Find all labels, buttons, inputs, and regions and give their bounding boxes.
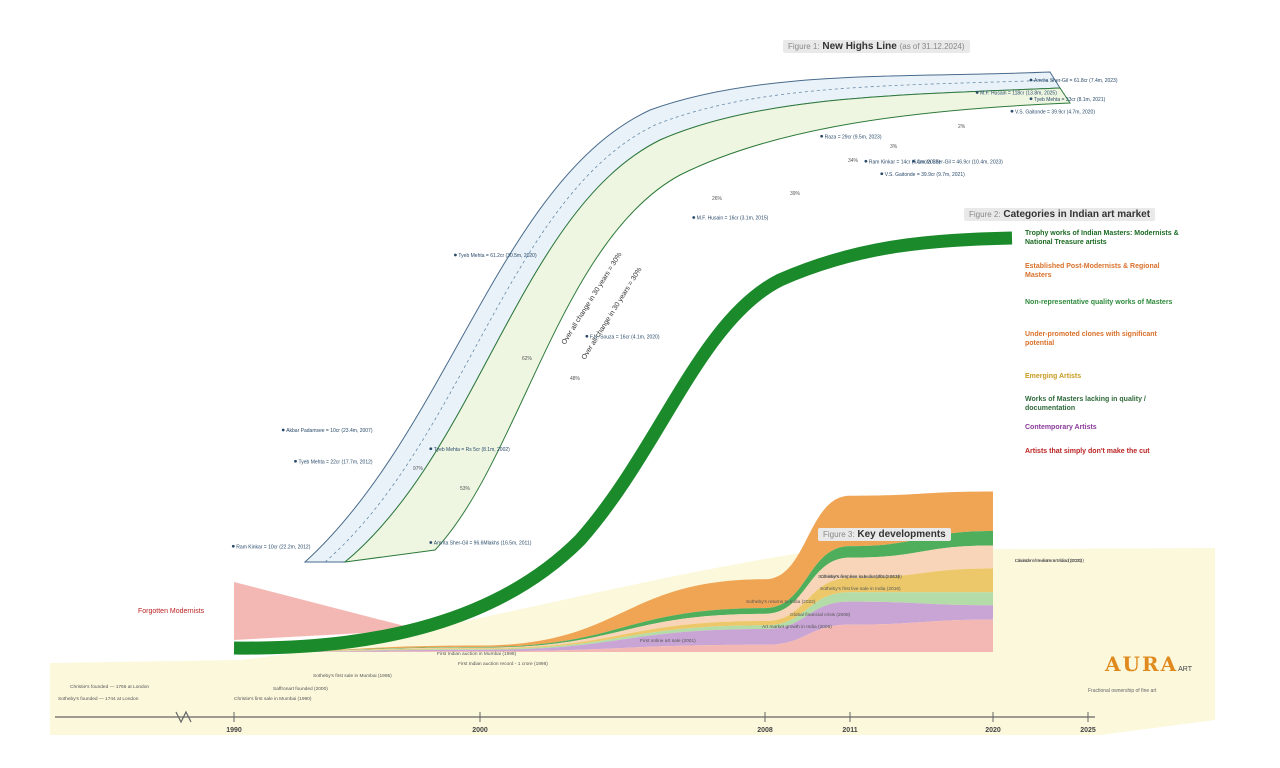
- category-label: Established Post-Modernists & Regional M…: [1025, 263, 1160, 279]
- new-high-point: [692, 216, 696, 219]
- key-development-event: First Indian auction in Mumbai (1998): [437, 651, 517, 657]
- new-high-point: [585, 334, 589, 338]
- category-label: Artists that simply don't make the cut: [1025, 448, 1150, 455]
- percent-label: 53%: [460, 486, 471, 492]
- band-label-lower: Over all change in 30 years = 30%: [581, 266, 644, 361]
- axis-tick-label: 2000: [472, 727, 488, 734]
- axis-ticks: 1990 2000 2008 2011 2020 2025: [226, 712, 1096, 734]
- key-development-event: First Indian auction record - 1 crore (1…: [458, 661, 548, 667]
- key-development-event: Global financial crisis (2008): [790, 612, 851, 618]
- new-high-label: Raza = 29cr (9.5m, 2023): [825, 134, 882, 140]
- key-development-event: Sotheby's founded — 1744 at London: [58, 696, 139, 702]
- new-high-point: [912, 159, 915, 163]
- percent-labels: 97% 53% 62% 48% 26% 39% 34% 3% 2%: [413, 124, 966, 492]
- categories-stacked-area: [234, 491, 993, 652]
- new-high-point: [864, 159, 868, 163]
- new-high-label: Tyeb Mehta = 33cr (8.1m, 2021): [1034, 97, 1106, 103]
- new-high-point: [1029, 78, 1033, 82]
- figure3-title: Figure 3: Key developments: [818, 528, 951, 541]
- category-label: Trophy works of Indian Masters: Modernis…: [1025, 230, 1179, 246]
- category-label: Contemporary Artists: [1025, 424, 1097, 431]
- category-band: [234, 601, 993, 652]
- new-high-label: Amrita Sher-Gil = 96.6Mlakhs (16.5m, 201…: [434, 541, 532, 547]
- key-development-event: Christie's founded — 1766 at London: [70, 684, 149, 690]
- category-band: [234, 545, 993, 652]
- new-high-label: Tyeb Mehta = 61.2cr (30.5m, 2020): [458, 253, 537, 259]
- new-high-label: Amrita Sher-Gil = 61.8cr (7.4m, 2023): [1034, 78, 1118, 84]
- new-highs-middle-line: [324, 79, 1056, 563]
- percent-label: 48%: [570, 376, 581, 382]
- key-development-event: Sotheby's returns to India (2022): [746, 599, 816, 605]
- key-development-event: Sotheby's first live sale in India (2016…: [820, 586, 901, 592]
- axis-break-icon: [175, 710, 192, 724]
- key-development-event: Launch of India's art fund (2022): [1015, 558, 1084, 564]
- new-high-label: Tyeb Mehta = 22cr (17.7m, 2012): [299, 459, 373, 465]
- new-high-label: Tyeb Mehta = Rs 5cr (8.1m, 2002): [434, 447, 510, 453]
- new-high-point: [975, 91, 979, 94]
- category-label: Emerging Artists: [1025, 373, 1082, 380]
- new-high-point: [454, 253, 457, 257]
- category-band: [234, 619, 993, 652]
- percent-label: 2%: [958, 124, 966, 130]
- new-high-label: Amrita Sher-Gil = 46.9cr (10.4m, 2023): [917, 159, 1004, 165]
- new-high-label: V.S. Gaitonde = 39.9cr (4.7m, 2020): [1015, 109, 1095, 115]
- logo-tagline: Fractional ownership of fine art: [1088, 688, 1157, 694]
- figure2-title: Figure 2: Categories in Indian art marke…: [964, 208, 1156, 221]
- new-high-point: [231, 544, 235, 548]
- key-development-event: Christie's re-enters India (2020): [1015, 558, 1082, 564]
- percent-label: 34%: [848, 158, 859, 164]
- percent-label: 39%: [790, 191, 801, 197]
- new-high-point: [820, 134, 824, 138]
- percent-label: 3%: [890, 144, 898, 150]
- new-high-point: [880, 172, 884, 176]
- key-developments-events: Christie's founded — 1766 at London Sothe…: [58, 558, 1084, 702]
- category-label: Works of Masters lacking in quality / do…: [1025, 396, 1146, 412]
- new-high-point: [1010, 109, 1014, 113]
- category-label: Under-promoted clones with significant p…: [1025, 331, 1157, 347]
- axis-tick-label: 2011: [842, 727, 857, 734]
- axis-tick-label: 2025: [1080, 727, 1096, 734]
- new-high-label: Akbar Padamsee = 10cr (23.4m, 2007): [286, 428, 373, 434]
- new-high-label: M.F. Husain = 16cr (3.1m, 2015): [697, 216, 769, 222]
- key-development-event: Sotheby's reopens in India (2016-2019): [818, 574, 902, 580]
- category-band: [234, 592, 993, 652]
- aura-art-logo: AURAART: [1105, 652, 1192, 676]
- category-band: [234, 491, 993, 652]
- key-development-event: First online art sale (2001): [640, 638, 696, 644]
- new-high-point: [281, 428, 285, 432]
- axis-tick-label: 1990: [226, 727, 242, 734]
- axis-tick-label: 2008: [757, 727, 773, 734]
- percent-label: 26%: [712, 196, 723, 202]
- key-development-event: Saffronart founded (2000): [273, 686, 328, 692]
- new-highs-lower-band: [343, 87, 1071, 563]
- new-high-label: Ram Kinkar = 10cr (22.2m, 2012): [236, 544, 310, 550]
- new-high-point: [294, 459, 297, 463]
- trophy-works-curve: [233, 231, 1013, 655]
- percent-label: 62%: [522, 356, 533, 362]
- category-band: [234, 568, 993, 652]
- axis-tick-label: 2020: [985, 727, 1001, 734]
- key-development-event: Sotheby's first sale in Mumbai (1995): [313, 673, 392, 679]
- new-high-point: [429, 447, 433, 451]
- category-label: Non-representative quality works of Mast…: [1025, 299, 1173, 306]
- percent-label: 97%: [413, 466, 424, 472]
- new-high-point: [1029, 97, 1033, 101]
- forgotten-modernists-area: [234, 582, 420, 640]
- key-development-event: Art market growth in India (2005): [762, 624, 832, 630]
- new-high-label: V.S. Gaitonde = 39.9cr (9.7m, 2021): [885, 172, 965, 178]
- key-development-event: Christie's first sale in Mumbai (1990): [234, 696, 312, 702]
- key-development-event: Christie's first live sale in India (201…: [820, 574, 900, 580]
- forgotten-modernists-label: Forgotten Modernists: [138, 608, 205, 615]
- figure1-title: Figure 1: New Highs Line (as of 31.12.20…: [783, 40, 970, 53]
- new-high-point: [429, 541, 433, 544]
- new-highs-point-labels: Ram Kinkar = 10cr (22.2m, 2012) Akbar Pad…: [231, 78, 1118, 550]
- new-high-label: M.F. Husain = 118cr (13.8m, 2025): [980, 91, 1057, 97]
- new-high-label: Ram Kinkar = 14cr (6.1m, 2023): [869, 159, 941, 165]
- new-high-label: F.N. Souza = 16cr (4.1m, 2020): [590, 334, 660, 340]
- category-band: [234, 531, 993, 652]
